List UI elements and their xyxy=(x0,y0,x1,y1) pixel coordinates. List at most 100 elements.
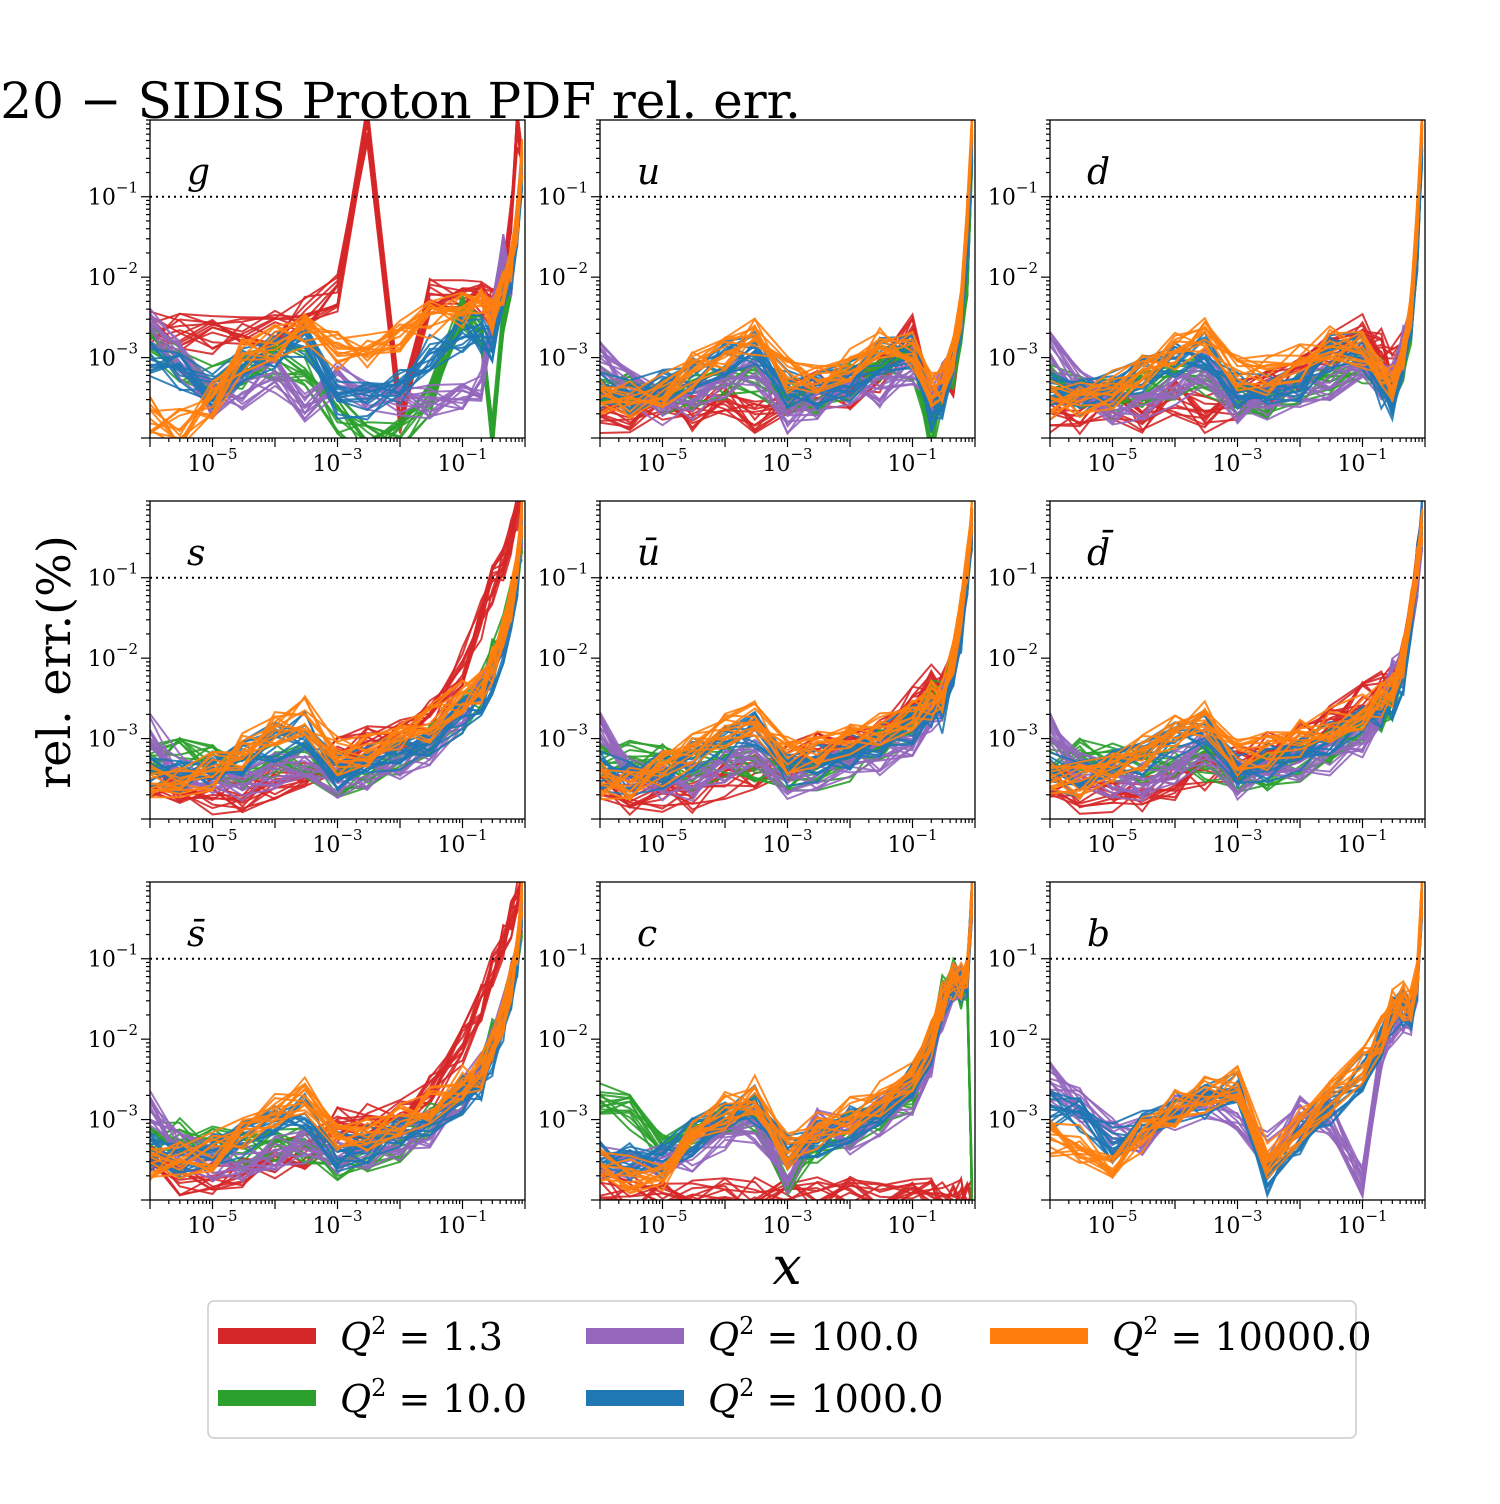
y-tick-label: 10−1 xyxy=(988,179,1038,211)
legend-label: Q2 = 10000.0 xyxy=(1112,1312,1372,1359)
y-tick-label: 10−2 xyxy=(88,640,138,672)
x-tick-label: 10−5 xyxy=(1087,826,1137,858)
x-tick-label: 10−1 xyxy=(887,826,937,858)
series-3 xyxy=(1050,882,1424,1180)
y-tick-label: 10−2 xyxy=(538,259,588,291)
series-line xyxy=(600,1176,974,1200)
legend-entry: Q2 = 10000.0 xyxy=(990,1312,1372,1359)
y-tick-label: 10−3 xyxy=(538,1102,588,1134)
panel-label: s̄ xyxy=(187,914,205,955)
panel-8: 10−5 10−3 10−1 10−3 10−2 10−1 c xyxy=(538,881,976,1239)
series-line xyxy=(600,885,974,1168)
y-tick-label: 10−1 xyxy=(538,560,588,592)
series-line xyxy=(600,1172,974,1200)
series-line xyxy=(600,120,974,407)
y-tick-label: 10−1 xyxy=(538,179,588,211)
x-tick-label: 10−5 xyxy=(1087,445,1137,477)
figure-title: M20 − SIDIS Proton PDF rel. err. xyxy=(0,72,801,130)
panel-label: c xyxy=(637,914,657,955)
x-tick-label: 10−5 xyxy=(637,826,687,858)
panel-label: ū xyxy=(637,533,660,574)
legend-entry: Q2 = 1.3 xyxy=(218,1312,503,1359)
series-line xyxy=(600,897,974,1176)
series-line xyxy=(150,512,524,799)
x-tick-label: 10−1 xyxy=(1337,445,1387,477)
series-5 xyxy=(150,882,524,1181)
y-tick-label: 10−1 xyxy=(88,560,138,592)
x-tick-label: 10−3 xyxy=(1212,1207,1262,1239)
series-line xyxy=(600,509,974,802)
panel-9: 10−5 10−3 10−1 10−3 10−2 10−1 b xyxy=(988,881,1426,1239)
series-line xyxy=(150,173,524,433)
series-line xyxy=(1050,882,1423,1176)
legend-label: Q2 = 100.0 xyxy=(708,1312,919,1359)
panel-label: s xyxy=(187,533,205,574)
legend-label: Q2 = 1000.0 xyxy=(708,1374,943,1421)
panel-2: 10−5 10−3 10−1 10−3 10−2 10−1 u xyxy=(538,119,976,477)
series-line xyxy=(1050,897,1424,1170)
y-tick-label: 10−2 xyxy=(88,259,138,291)
x-tick-label: 10−3 xyxy=(312,826,362,858)
panel-label: b xyxy=(1087,914,1110,955)
y-tick-label: 10−2 xyxy=(988,1021,1038,1053)
panel-1: 10−5 10−3 10−1 10−3 10−2 10−1 g xyxy=(88,119,526,477)
series-5 xyxy=(1050,120,1424,421)
y-tick-label: 10−1 xyxy=(88,179,138,211)
x-axis-label: x xyxy=(772,1237,801,1297)
y-tick-label: 10−1 xyxy=(88,941,138,973)
plot-area xyxy=(150,882,524,1197)
y-tick-label: 10−1 xyxy=(988,941,1038,973)
x-tick-label: 10−5 xyxy=(187,826,237,858)
panel-label: u xyxy=(637,152,660,193)
series-line xyxy=(600,1167,936,1200)
x-tick-label: 10−5 xyxy=(1087,1207,1137,1239)
y-tick-label: 10−2 xyxy=(538,640,588,672)
x-tick-label: 10−3 xyxy=(312,1207,362,1239)
panel-label: g xyxy=(187,152,210,193)
x-tick-label: 10−5 xyxy=(637,445,687,477)
series-5 xyxy=(600,120,974,420)
x-tick-label: 10−3 xyxy=(1212,445,1262,477)
series-5 xyxy=(150,501,524,799)
plot-area xyxy=(600,501,974,817)
series-line xyxy=(1050,528,1424,790)
y-tick-label: 10−3 xyxy=(988,721,1038,753)
panel-3: 10−5 10−3 10−1 10−3 10−2 10−1 d xyxy=(988,119,1426,477)
series-line xyxy=(600,1165,938,1200)
series-line xyxy=(600,509,974,801)
y-axis-label: rel. err.(%) xyxy=(27,535,81,789)
x-tick-label: 10−5 xyxy=(637,1207,687,1239)
series-line xyxy=(150,896,524,1178)
y-tick-label: 10−2 xyxy=(88,1021,138,1053)
panel-5: 10−5 10−3 10−1 10−3 10−2 10−1 ū xyxy=(538,500,976,858)
panel-label: d xyxy=(1087,152,1110,193)
legend-label: Q2 = 1.3 xyxy=(340,1312,503,1359)
legend-entry: Q2 = 100.0 xyxy=(586,1312,919,1359)
series-line xyxy=(150,176,524,438)
x-tick-label: 10−1 xyxy=(887,445,937,477)
series-line xyxy=(600,906,974,1176)
legend-entry: Q2 = 10.0 xyxy=(218,1374,527,1421)
y-tick-label: 10−2 xyxy=(988,259,1038,291)
panel-7: 10−5 10−3 10−1 10−3 10−2 10−1 s̄ xyxy=(88,881,526,1239)
series-line xyxy=(600,135,974,416)
series-line xyxy=(150,153,524,435)
plot-area xyxy=(150,120,524,438)
series-1 xyxy=(600,1165,974,1200)
legend-label: Q2 = 10.0 xyxy=(340,1374,527,1421)
plot-area xyxy=(1050,501,1424,815)
y-tick-label: 10−3 xyxy=(538,721,588,753)
plot-area xyxy=(1050,882,1424,1200)
series-line xyxy=(150,882,523,1168)
x-tick-label: 10−3 xyxy=(762,826,812,858)
series-5 xyxy=(600,882,974,1195)
series-line xyxy=(600,1177,974,1200)
series-line xyxy=(600,882,973,1177)
series-5 xyxy=(1050,509,1424,801)
panel-grid: 10−5 10−3 10−110−310−210−1 g10−5 10−3 10−110−… xyxy=(88,119,1426,1239)
x-tick-label: 10−3 xyxy=(1212,826,1262,858)
x-tick-label: 10−1 xyxy=(437,826,487,858)
series-line xyxy=(600,120,974,409)
